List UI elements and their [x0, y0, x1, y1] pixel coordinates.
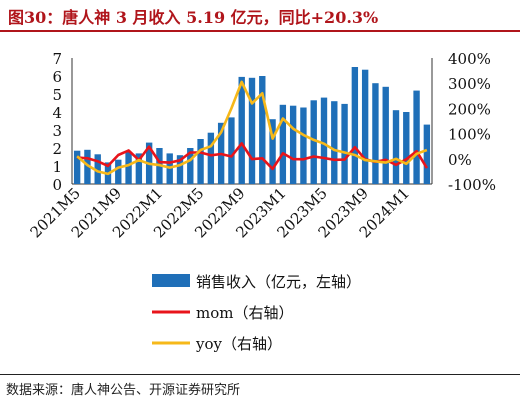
bar-2023M11: [382, 86, 389, 184]
legend: 销售收入（亿元，左轴） mom（右轴） yoy（右轴）: [152, 273, 361, 353]
bar-2022M4: [187, 148, 194, 184]
bar-2024M3: [423, 124, 431, 184]
left-tick-label: 1: [52, 158, 62, 176]
bar-2023M8: [351, 67, 359, 184]
left-tick-label: 0: [52, 176, 62, 194]
source-note: 数据来源：唐人神公告、开源证券研究所: [6, 383, 241, 398]
bar-2022M5: [197, 139, 204, 184]
footer-rule: [0, 374, 520, 375]
legend-label: yoy（右轴）: [195, 335, 282, 353]
bar-2024M2: [413, 90, 420, 184]
legend-label: mom（右轴）: [196, 304, 293, 322]
bar-2022M8: [228, 117, 235, 184]
bar-2023M1: [279, 104, 287, 184]
bar-2022M10: [248, 77, 256, 184]
bar-2021M6: [84, 149, 91, 184]
bar-2023M12: [392, 110, 400, 184]
left-tick-label: 7: [52, 50, 62, 68]
line-series-2: [76, 80, 428, 176]
bar-2022M9: [238, 76, 245, 184]
bar-2022M12: [269, 119, 276, 184]
bar-2021M7: [94, 154, 101, 184]
bar-2023M10: [372, 83, 379, 184]
bar-2021M10: [125, 151, 132, 184]
left-tick-label: 3: [52, 122, 62, 140]
bar-2023M2: [289, 105, 297, 184]
left-tick-label: 2: [52, 140, 62, 158]
bar-2023M4: [310, 100, 317, 184]
chart-title: 图30：唐人神 3 月收入 5.19 亿元，同比+20.3%: [8, 8, 379, 27]
bar-2023M9: [361, 69, 369, 184]
right-tick-label: -100%: [448, 176, 496, 194]
bar-2023M6: [331, 101, 338, 184]
right-tick-label: 300%: [448, 75, 491, 93]
right-tick-label: 100%: [448, 126, 491, 144]
left-tick-label: 5: [52, 86, 62, 104]
bar-2022M3: [176, 155, 184, 184]
bar-2022M11: [259, 76, 266, 184]
right-tick-label: 0%: [448, 151, 472, 169]
right-tick-label: 400%: [448, 50, 491, 68]
legend-swatch: [152, 274, 190, 287]
legend-label: 销售收入（亿元，左轴）: [196, 273, 361, 291]
left-tick-label: 6: [52, 68, 62, 86]
bar-2023M5: [320, 97, 328, 184]
chart-axes: 01234567-100%0%100%200%300%400%2021M5202…: [27, 50, 496, 241]
bar-2021M11: [135, 153, 143, 184]
bar-2023M7: [341, 103, 348, 184]
bar-2024M1: [403, 112, 410, 184]
left-tick-label: 4: [52, 104, 62, 122]
bar-2021M9: [115, 159, 122, 184]
line-series: [76, 80, 429, 176]
bar-2023M3: [300, 107, 307, 184]
bar-2021M5: [73, 150, 81, 184]
bar-2022M6: [207, 132, 215, 184]
right-tick-label: 200%: [448, 100, 491, 118]
title-rule: [0, 30, 520, 32]
